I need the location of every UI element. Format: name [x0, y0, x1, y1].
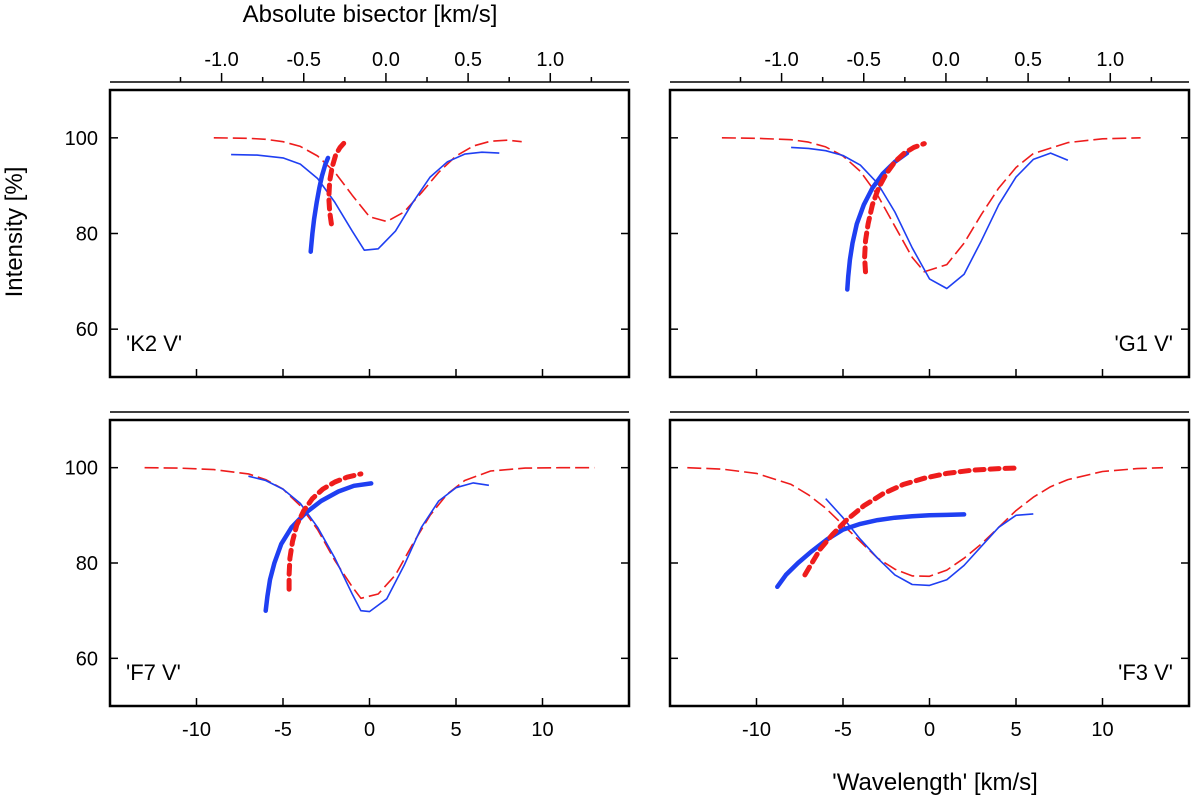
- series-group: [721, 137, 1141, 292]
- x-tick-label: 5: [450, 719, 461, 741]
- series-group: [144, 466, 595, 613]
- top-axis-tick-label: -0.5: [287, 49, 321, 71]
- x-tick-label: 10: [531, 719, 553, 741]
- x-tick-label: 5: [1010, 719, 1021, 741]
- panel-label: 'F3 V': [1118, 660, 1173, 685]
- top-axis-tick-label: 0.5: [1014, 49, 1042, 71]
- panel-f7-v: 60 80 100 -10 -5 0 5 10 'F7 V': [65, 411, 631, 741]
- series-bisector-blue: [775, 512, 967, 590]
- series-bisector-blue: [263, 481, 374, 613]
- top-axis-tick-label: -0.5: [847, 49, 881, 71]
- series-profile-blue-solid: [231, 151, 500, 251]
- series-group: [213, 137, 522, 254]
- series-bisector-red: [802, 465, 1019, 578]
- x-tick-label: 0: [924, 719, 935, 741]
- panel-label: 'G1 V': [1114, 331, 1173, 356]
- series-bisector-red: [286, 471, 364, 592]
- series-profile-red-dashed: [213, 137, 522, 223]
- panel-f3-v: -10 -5 0 5 10 'F3 V': [668, 411, 1191, 741]
- y-tick-label: 100: [65, 458, 98, 480]
- series-profile-red-dashed: [687, 466, 1164, 578]
- x-tick-label: -5: [834, 719, 852, 741]
- series-profile-blue-solid: [825, 498, 1034, 587]
- top-axis-tick-label: 0.0: [372, 49, 400, 71]
- top-axis-tick-label: -1.0: [764, 49, 798, 71]
- top-axis-tick-label: 0.5: [454, 49, 482, 71]
- top-axis-tick-label: 1.0: [536, 49, 564, 71]
- y-tick-label: 100: [65, 128, 98, 150]
- y-tick-label: 60: [76, 319, 98, 341]
- series-group: [687, 465, 1164, 590]
- panel-frame: [108, 88, 631, 379]
- panel-label: 'F7 V': [126, 660, 181, 685]
- top-axis-title: Absolute bisector [km/s]: [243, 1, 498, 28]
- x-tick-label: 0: [364, 719, 375, 741]
- y-tick-label: 60: [76, 648, 98, 670]
- x-tick-label: -10: [182, 719, 211, 741]
- panel-k2-v: 60 80 100 -1.0 -0.5 0.0 0.5 1.0 'K2 V': [65, 49, 631, 379]
- panel-frame: [108, 418, 631, 708]
- panel-g1-v: -1.0 -0.5 0.0 0.5 1.0 'G1 V': [668, 49, 1191, 379]
- series-bisector-red: [862, 141, 927, 275]
- series-bisector-red: [326, 140, 347, 227]
- series-bisector-blue: [308, 155, 331, 254]
- series-profile-red-dashed: [144, 466, 595, 600]
- panel-frame: [668, 88, 1191, 379]
- series-bisector-blue: [845, 150, 910, 292]
- y-tick-label: 80: [76, 224, 98, 246]
- x-tick-label: -10: [742, 719, 771, 741]
- top-axis-tick-label: -1.0: [204, 49, 238, 71]
- series-profile-blue-solid: [791, 146, 1069, 290]
- bottom-axis-title: 'Wavelength' [km/s]: [832, 769, 1038, 796]
- panel-label: 'K2 V': [126, 331, 182, 356]
- y-tick-label: 80: [76, 553, 98, 575]
- top-axis-tick-label: 1.0: [1096, 49, 1124, 71]
- top-axis-tick-label: 0.0: [932, 49, 960, 71]
- panel-frame: [668, 418, 1191, 708]
- series-profile-blue-solid: [248, 475, 490, 613]
- x-tick-label: -5: [274, 719, 292, 741]
- x-tick-label: 10: [1091, 719, 1113, 741]
- series-profile-red-dashed: [721, 137, 1141, 273]
- y-axis-title: Intensity [%]: [1, 167, 28, 298]
